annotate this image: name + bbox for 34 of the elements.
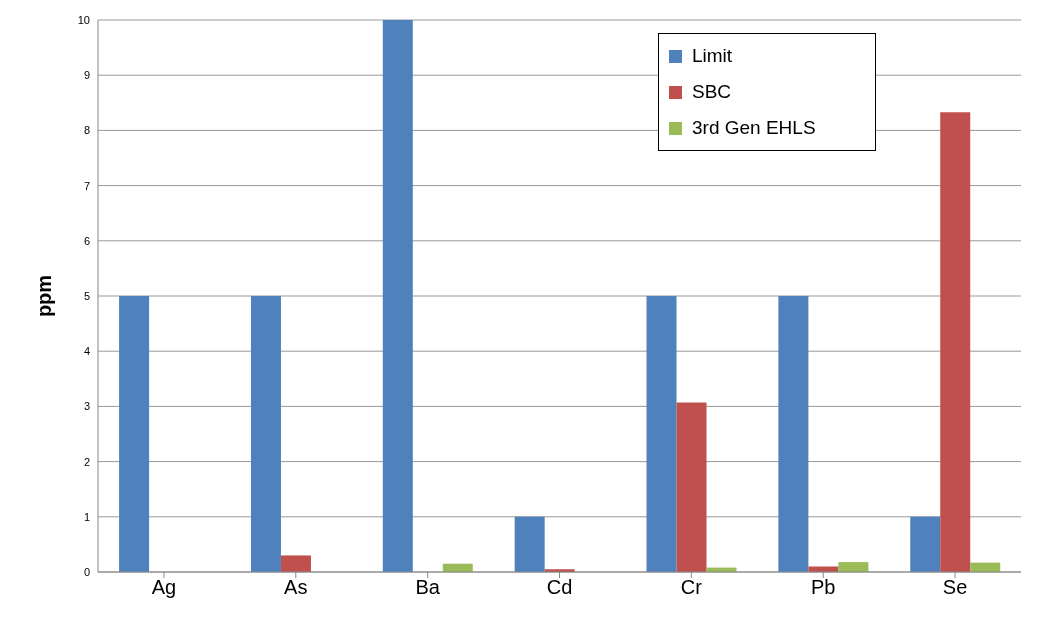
x-tick-label: Ba xyxy=(415,576,441,599)
x-tick-label: Cd xyxy=(546,576,573,599)
x-tick-label: As xyxy=(284,576,308,599)
bar xyxy=(940,112,971,572)
y-tick-label: 4 xyxy=(83,345,90,358)
bar xyxy=(808,566,839,572)
y-tick-label: 10 xyxy=(77,13,90,26)
y-tick-label: 5 xyxy=(83,289,90,302)
bar xyxy=(676,402,707,572)
y-tick-label: 8 xyxy=(83,124,90,137)
bar xyxy=(250,296,281,572)
bar xyxy=(382,20,413,572)
x-tick-label: Cr xyxy=(680,576,703,599)
x-tick-label: Ag xyxy=(151,576,177,599)
y-tick-label: 6 xyxy=(83,234,90,247)
y-tick-label: 2 xyxy=(83,455,90,468)
bar xyxy=(778,296,809,572)
bar xyxy=(910,516,941,572)
bar xyxy=(514,516,545,572)
bar xyxy=(646,296,677,572)
legend-label: SBC xyxy=(692,81,732,103)
legend-label: 3rd Gen EHLS xyxy=(692,117,816,139)
y-axis-title: ppm xyxy=(33,274,56,318)
y-tick-label: 9 xyxy=(83,69,90,82)
y-tick-label: 1 xyxy=(83,510,90,523)
y-tick-label: 3 xyxy=(83,400,90,413)
y-tick-label: 0 xyxy=(83,565,90,578)
bar xyxy=(119,296,150,572)
legend-label: Limit xyxy=(692,45,733,67)
x-tick-label: Pb xyxy=(810,576,836,599)
bar xyxy=(280,555,311,572)
x-tick-label: Se xyxy=(942,576,968,599)
y-tick-label: 7 xyxy=(83,179,90,192)
bar xyxy=(838,562,869,572)
